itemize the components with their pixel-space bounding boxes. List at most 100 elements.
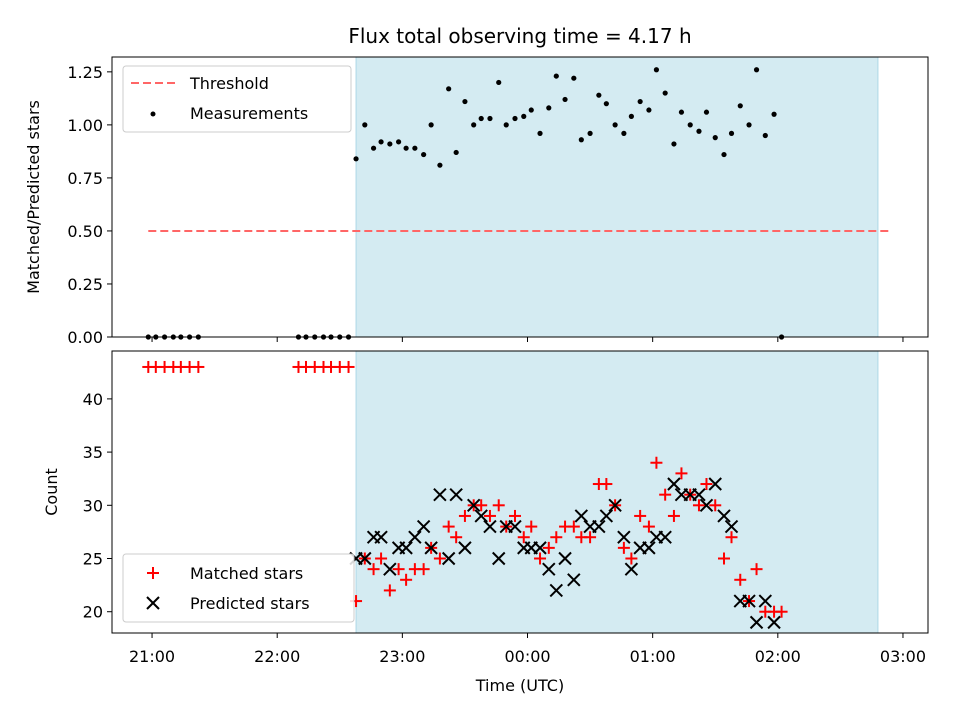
matched-star-marker [659,488,672,501]
predicted-star-marker [424,541,438,555]
measurement-point [412,145,418,151]
measurement-point [762,132,768,139]
matched-star-marker [542,541,555,554]
measurement-point [753,67,760,73]
predicted-star-marker [533,541,547,555]
matched-star-marker [550,531,563,544]
y-tick-label: 20 [83,603,103,622]
predicted-star-marker [658,530,672,544]
observing-window-shade [355,56,879,338]
x-tick-label: 21:00 [129,647,175,666]
matched-star-marker [475,499,488,512]
predicted-star-marker [708,477,722,491]
observing-window-shade [355,350,879,634]
predicted-star-marker [408,530,422,544]
measurement-point [653,67,660,73]
measurement-point [687,122,693,128]
x-axis-label: Time (UTC) [475,676,564,695]
measurement-point [471,122,477,128]
measurement-point [621,130,627,136]
measurement-point [446,86,452,92]
measurement-point [496,79,502,86]
measurement-point [428,122,434,128]
measurement-point [746,122,752,128]
predicted-star-marker [433,487,447,502]
measurement-point [587,130,593,136]
matched-star-marker [600,478,613,491]
measurement-point [728,130,735,136]
matched-star-marker [634,509,647,522]
matched-star-marker [433,552,446,565]
x-tick-label: 00:00 [504,647,550,666]
matched-star-marker [667,509,680,522]
measurement-point [571,75,577,81]
y-tick-label: 0.50 [67,222,103,241]
count-panel: 20 25 30 35 40 21:00 22:00 23:00 00:00 01:00 02:0… [42,350,929,695]
measurement-point [628,113,634,119]
ratio-y-axis-label: Matched/Predicted stars [24,100,43,294]
predicted-star-marker [599,509,614,523]
matched-star-marker [718,552,730,565]
legend-measurements-label: Measurements [190,104,308,123]
predicted-star-marker [692,487,706,502]
measurement-point [662,90,668,96]
matched-star-marker [709,499,722,512]
predicted-star-marker [374,530,388,544]
matched-star-marker [492,499,505,512]
predicted-star-marker [724,519,739,534]
matched-star-marker [584,531,597,544]
matched-star-marker [692,499,705,512]
predicted-star-marker [608,498,622,513]
predicted-star-marker [449,487,463,502]
y-tick-label: 0.00 [67,328,103,347]
predicted-star-marker [667,477,681,491]
ratio-panel-frame [111,56,929,338]
count-legend: Matched stars Predicted stars [122,553,355,623]
matched-star-marker [392,563,405,576]
predicted-star-marker [592,519,606,534]
ratio-legend: Threshold Measurements [122,65,352,133]
predicted-star-marker [574,509,589,523]
measurement-point [437,162,443,168]
y-tick-label: 30 [83,496,103,515]
predicted-star-marker [699,498,714,513]
measurement-point [370,145,377,151]
predicted-star-marker [749,615,764,630]
legend-measurement-swatch [150,111,156,117]
measurement-point [378,139,384,145]
predicted-star-marker [624,562,639,576]
predicted-star-marker [492,551,506,566]
measurement-point [478,115,484,122]
measurement-point [528,107,534,113]
measurement-point [603,101,609,107]
matched-star-marker [725,531,738,544]
measurement-point [462,98,468,105]
predicted-star-marker [441,551,456,566]
measurement-point [562,96,568,103]
measurement-point [637,98,643,105]
predicted-star-marker [466,498,481,513]
measurement-point [521,113,527,119]
matched-star-marker [617,541,630,554]
measurement-point [678,109,685,115]
predicted-star-marker [717,509,731,523]
matched-star-marker [650,456,663,469]
predicted-star-marker [458,541,472,555]
matched-star-marker [734,573,747,586]
chart-title: Flux total observing time = 4.17 h [348,24,691,48]
count-panel-frame [111,350,929,634]
measurement-point [546,105,552,111]
matched-star-marker [483,509,496,522]
predicted-star-marker [742,594,756,608]
measurement-point [596,92,602,98]
matched-star-marker [700,478,713,491]
measurement-point [421,151,427,158]
predicted-star-marker [542,562,556,576]
y-tick-label: 0.25 [67,275,103,294]
x-tick-label: 02:00 [755,647,801,666]
measurement-point [696,128,702,134]
y-tick-label: 40 [83,390,103,409]
matched-star-marker [508,509,521,522]
measurement-point [771,111,777,117]
